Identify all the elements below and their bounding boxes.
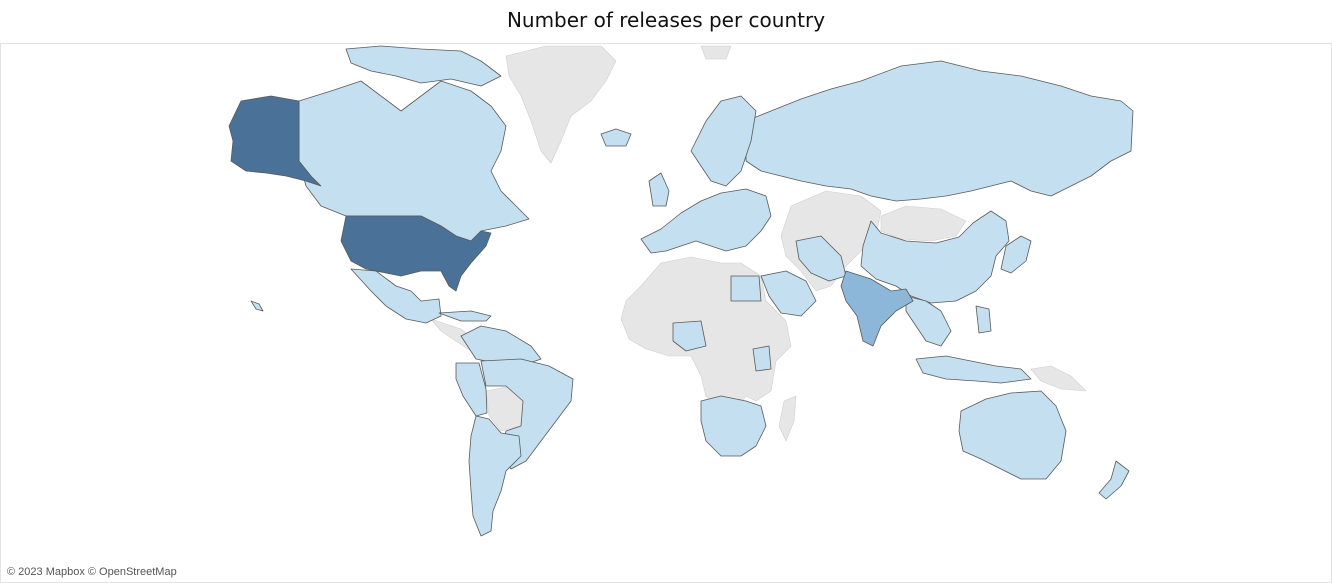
country-greenland[interactable] (505, 45, 617, 164)
country-kenya[interactable] (752, 345, 772, 372)
country-canada-arctic-islands[interactable] (345, 45, 502, 87)
world-map (228, 45, 1134, 537)
country-indonesia[interactable] (915, 355, 1032, 384)
country-egypt[interactable] (730, 275, 762, 302)
country-japan[interactable] (1000, 235, 1032, 274)
region-png[interactable] (1030, 365, 1087, 392)
region-svalbard[interactable] (700, 45, 732, 60)
country-australia[interactable] (958, 390, 1067, 480)
country-new-zealand[interactable] (1098, 460, 1130, 500)
map-attribution: © 2023 Mapbox © OpenStreetMap (7, 566, 177, 578)
country-united-states[interactable] (340, 215, 492, 292)
country-united-states-alaska[interactable] (228, 95, 322, 187)
high-level-countries (228, 95, 492, 292)
country-nigeria[interactable] (672, 320, 707, 352)
country-united-kingdom[interactable] (648, 172, 670, 207)
country-iceland[interactable] (600, 128, 632, 147)
country-southeast-asia[interactable] (905, 295, 952, 347)
map-canvas[interactable] (0, 43, 1332, 583)
country-hawaii[interactable] (250, 300, 264, 312)
country-europe[interactable] (640, 188, 772, 254)
country-iran-middle-east[interactable] (795, 235, 847, 282)
medium-level-countries (840, 270, 914, 347)
region-madagascar[interactable] (778, 395, 797, 442)
country-scandinavia[interactable] (690, 95, 757, 187)
country-mongolia[interactable] (880, 205, 967, 242)
low-level-countries (250, 45, 1134, 537)
country-mexico[interactable] (350, 268, 442, 324)
country-china[interactable] (860, 210, 1010, 304)
country-cuba-caribbean[interactable] (438, 310, 492, 322)
country-russia[interactable] (745, 60, 1134, 202)
country-india[interactable] (840, 270, 914, 347)
country-southern-africa[interactable] (700, 395, 767, 457)
country-peru[interactable] (455, 362, 488, 417)
country-saudi-arabia[interactable] (760, 270, 817, 317)
country-colombia-venezuela[interactable] (460, 325, 542, 367)
country-argentina-chile[interactable] (468, 415, 522, 537)
chart-title: Number of releases per country (506, 8, 826, 32)
country-philippines[interactable] (975, 305, 992, 334)
